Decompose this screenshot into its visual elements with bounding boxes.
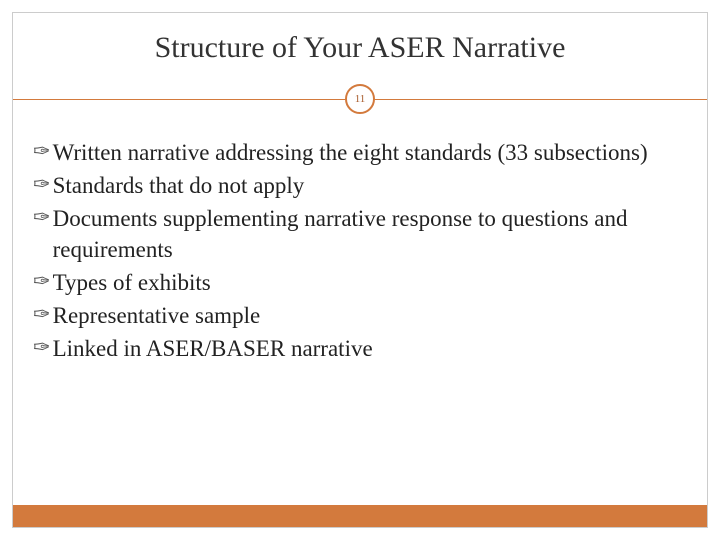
bullet-text: Written narrative addressing the eight s… [53,137,687,168]
bullet-icon: ✑ [33,204,51,232]
bullet-text: Documents supplementing narrative respon… [53,203,687,265]
page-number-badge: 11 [345,84,375,114]
list-item: ✑ Written narrative addressing the eight… [33,137,687,168]
list-item: ✑ Linked in ASER/BASER narrative [33,333,687,364]
bullet-text: Linked in ASER/BASER narrative [53,333,687,364]
slide-frame: Structure of Your ASER Narrative 11 ✑ Wr… [12,12,708,528]
page-title: Structure of Your ASER Narrative [13,13,707,79]
list-item: ✑ Standards that do not apply [33,170,687,201]
bullet-icon: ✑ [33,138,51,166]
bullet-text: Representative sample [53,300,687,331]
bullet-icon: ✑ [33,334,51,362]
bullet-icon: ✑ [33,301,51,329]
bullet-icon: ✑ [33,171,51,199]
bottom-accent-bar [13,505,707,527]
content-area: ✑ Written narrative addressing the eight… [13,119,707,364]
list-item: ✑ Documents supplementing narrative resp… [33,203,687,265]
list-item: ✑ Types of exhibits [33,267,687,298]
bullet-text: Types of exhibits [53,267,687,298]
divider: 11 [13,79,707,119]
bullet-icon: ✑ [33,268,51,296]
bullet-text: Standards that do not apply [53,170,687,201]
list-item: ✑ Representative sample [33,300,687,331]
